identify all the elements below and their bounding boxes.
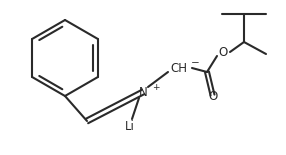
Text: O: O (219, 46, 228, 58)
Text: O: O (208, 91, 218, 104)
Text: N: N (139, 86, 147, 98)
Text: CH: CH (170, 62, 187, 75)
Text: +: + (152, 82, 160, 91)
Text: Li: Li (125, 120, 135, 133)
Text: −: − (191, 58, 200, 68)
